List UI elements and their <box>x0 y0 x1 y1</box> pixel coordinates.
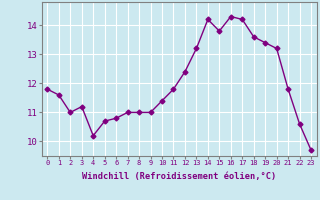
X-axis label: Windchill (Refroidissement éolien,°C): Windchill (Refroidissement éolien,°C) <box>82 172 276 181</box>
